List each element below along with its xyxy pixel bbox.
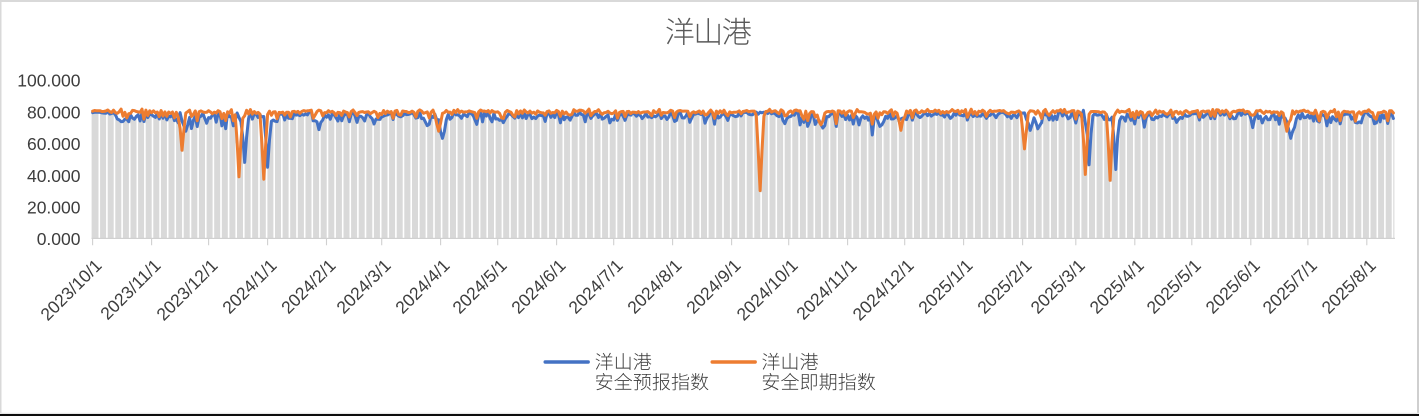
svg-text:100.000: 100.000 <box>17 71 81 91</box>
svg-text:60.000: 60.000 <box>27 134 81 154</box>
svg-text:80.000: 80.000 <box>27 102 81 122</box>
svg-text:20.000: 20.000 <box>27 198 81 218</box>
svg-text:0.000: 0.000 <box>37 229 81 249</box>
svg-text:40.000: 40.000 <box>27 166 81 186</box>
